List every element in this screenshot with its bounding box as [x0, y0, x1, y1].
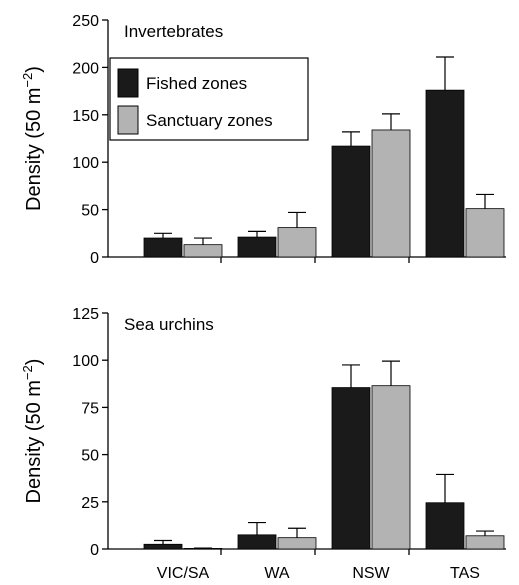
y-tick-label: 100	[72, 353, 99, 370]
y-tick-label: 0	[90, 250, 99, 267]
x-tick-label: NSW	[352, 565, 390, 582]
y-tick-label: 100	[72, 155, 99, 172]
panel-1: 0 50 100 150 200 250 Density (50 m−2) Invertebr…	[20, 13, 506, 267]
bar-nsw-sanctuary	[371, 129, 411, 258]
bar-nsw-fished	[331, 145, 371, 258]
bar-nsw-fished	[331, 387, 371, 550]
y-tick-label: 50	[81, 448, 99, 465]
x-tick-label: VIC/SA	[157, 565, 210, 582]
y-axis-label-exponent: −2	[20, 365, 35, 380]
y-tick-label: 25	[81, 495, 99, 512]
y-tick-label: 125	[72, 306, 99, 323]
y-axis-label-exponent: −2	[20, 73, 35, 88]
bar-tas-sanctuary	[465, 535, 505, 550]
bar-wa-fished	[237, 534, 277, 550]
y-tick-label: 150	[72, 108, 99, 125]
legend: Fished zones Sanctuary zones	[109, 57, 309, 141]
y-axis-label-close: )	[23, 359, 45, 366]
y-axis-label-close: )	[23, 66, 45, 73]
y-tick-label: 75	[81, 400, 99, 417]
y-tick-label: 50	[81, 203, 99, 220]
y-axis-label-main: Density (50 m	[23, 380, 45, 503]
y-tick-label: 0	[90, 542, 99, 559]
x-tick-label: WA	[264, 565, 290, 582]
panel-title: Sea urchins	[124, 315, 214, 334]
bar-vicsa-fished	[143, 237, 183, 258]
bar-tas-fished	[425, 502, 465, 550]
y-tick-label: 200	[72, 60, 99, 77]
legend-swatch	[117, 105, 139, 135]
bar-wa-fished	[237, 236, 277, 258]
y-axis-label-main: Density (50 m	[23, 88, 45, 211]
y-axis-label: Density (50 m−2)	[20, 66, 45, 211]
bar-vicsa-sanctuary	[183, 244, 223, 258]
x-tick-label: TAS	[450, 565, 480, 582]
legend-label: Fished zones	[146, 74, 247, 93]
bar-nsw-sanctuary	[371, 385, 411, 550]
legend-label: Sanctuary zones	[146, 111, 273, 130]
bar-wa-sanctuary	[277, 537, 317, 550]
bar-vicsa-fished	[143, 543, 183, 550]
bar-wa-sanctuary	[277, 227, 317, 258]
bar-tas-fished	[425, 89, 465, 258]
y-axis-label: Density (50 m−2)	[20, 359, 45, 504]
legend-box	[109, 57, 309, 141]
bar-tas-sanctuary	[465, 208, 505, 258]
panel-2: 0 25 50 75 100 125 Density (50 m−2) Sea urchins…	[20, 306, 506, 582]
bar-vicsa-sanctuary	[183, 548, 223, 550]
legend-swatch	[117, 68, 139, 98]
y-tick-label: 250	[72, 13, 99, 30]
panel-title: Invertebrates	[124, 22, 223, 41]
